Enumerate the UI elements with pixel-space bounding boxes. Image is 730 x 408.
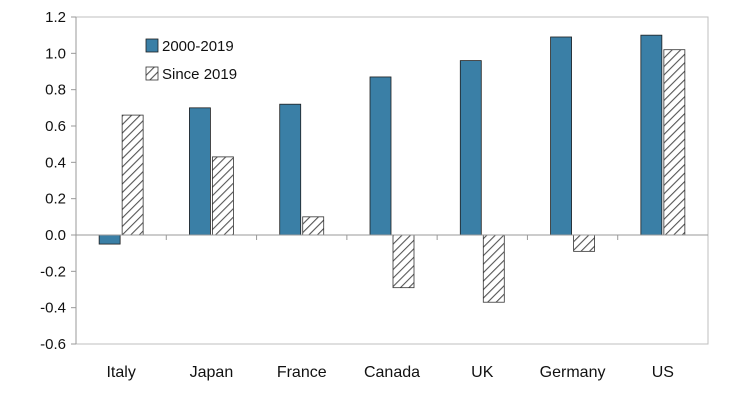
y-tick-label: -0.4	[40, 300, 66, 317]
y-tick-label: -0.2	[40, 263, 66, 280]
legend: 2000-2019 Since 2019	[145, 38, 237, 83]
bar-uk-since-2019	[482, 234, 505, 303]
legend-swatch-2000-2019	[145, 38, 159, 53]
bar-germany-since-2019	[573, 234, 595, 252]
bar-japan-2000-2019	[189, 107, 211, 236]
legend-swatch-since-2019	[145, 66, 159, 81]
x-category-label: UK	[471, 364, 494, 381]
bar-japan-since-2019	[212, 156, 234, 236]
bar-france-2000-2019	[279, 103, 302, 236]
x-category-label: Japan	[190, 364, 234, 381]
legend-label: 2000-2019	[162, 38, 234, 55]
x-category-label: France	[277, 364, 327, 381]
y-tick-label: 0.4	[45, 154, 66, 171]
bar-italy-since-2019	[121, 114, 144, 236]
y-tick-label: 1.0	[45, 45, 66, 62]
bar-uk-2000-2019	[459, 60, 482, 236]
bar-us-since-2019	[663, 49, 686, 236]
legend-label: Since 2019	[162, 66, 237, 83]
x-category-label: Germany	[540, 364, 606, 381]
x-category-label: Canada	[364, 364, 420, 381]
bar-italy-2000-2019	[98, 234, 121, 245]
bar-us-2000-2019	[640, 34, 663, 236]
y-tick-label: 0.6	[45, 118, 66, 135]
bar-canada-since-2019	[392, 234, 415, 289]
y-axis-ticks: 1.2 1.0 0.8 0.6 0.4 0.2 0.0 -0.2 -0.4 -0.6	[40, 9, 76, 353]
x-axis-labels: Italy Japan France Canada UK Germany US	[106, 364, 674, 381]
bar-germany-2000-2019	[550, 36, 572, 236]
y-tick-label: 1.2	[45, 9, 66, 26]
y-tick-label: 0.8	[45, 82, 66, 99]
y-tick-label: -0.6	[40, 336, 66, 353]
y-tick-label: 0.0	[45, 227, 66, 244]
y-tick-label: 0.2	[45, 191, 66, 208]
bar-france-since-2019	[302, 216, 325, 236]
x-category-label: Italy	[106, 364, 135, 381]
bar-canada-2000-2019	[369, 76, 392, 236]
x-category-label: US	[652, 364, 674, 381]
